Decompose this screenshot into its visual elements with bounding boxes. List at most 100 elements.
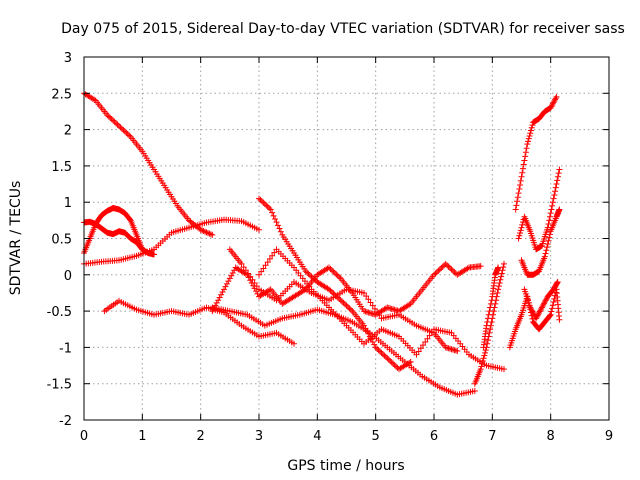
y-tick-label: -1.5 xyxy=(47,378,72,393)
data-point xyxy=(225,278,232,285)
data-point xyxy=(519,169,526,176)
data-point xyxy=(538,304,545,311)
data-point xyxy=(276,225,283,232)
data-point xyxy=(209,231,216,238)
data-point xyxy=(546,217,553,224)
data-point xyxy=(445,263,452,270)
data-point xyxy=(121,128,128,135)
data-point xyxy=(407,358,414,365)
data-point xyxy=(369,302,376,309)
data-point xyxy=(536,309,542,316)
data-point xyxy=(118,125,125,132)
data-point xyxy=(264,259,271,266)
data-point xyxy=(435,267,442,274)
data-point xyxy=(552,184,559,191)
data-point xyxy=(436,266,443,273)
x-tick-label: 0 xyxy=(80,429,88,444)
data-point xyxy=(538,305,545,312)
data-point xyxy=(111,118,118,125)
data-point xyxy=(522,153,529,160)
data-point xyxy=(260,265,267,272)
axis-ticks xyxy=(83,56,610,421)
data-point xyxy=(151,251,157,258)
data-point xyxy=(219,289,226,296)
data-point xyxy=(340,299,347,306)
data-point xyxy=(361,289,367,296)
data-point xyxy=(249,276,256,283)
data-point xyxy=(549,202,556,209)
data-point xyxy=(382,353,389,360)
chart-title: Day 075 of 2015, Sidereal Day-to-day VTE… xyxy=(61,21,625,37)
data-point xyxy=(238,260,245,267)
data-point xyxy=(551,98,558,105)
data-point xyxy=(212,302,219,309)
data-point xyxy=(554,279,561,286)
data-point xyxy=(342,301,349,308)
data-point xyxy=(477,263,484,270)
data-point xyxy=(547,104,554,111)
data-point xyxy=(517,177,524,184)
data-point xyxy=(363,293,370,300)
data-point xyxy=(361,322,367,329)
data-point xyxy=(346,305,353,312)
data-point xyxy=(245,274,252,281)
data-point xyxy=(497,276,504,283)
data-point xyxy=(368,336,375,343)
data-point xyxy=(552,188,559,195)
data-point xyxy=(522,149,529,156)
data-point xyxy=(327,265,334,272)
x-tick-label: 7 xyxy=(488,429,496,444)
data-point xyxy=(548,308,555,315)
data-point xyxy=(328,289,335,296)
data-point xyxy=(375,347,382,354)
y-tick-label: 2.5 xyxy=(51,87,72,102)
data-point xyxy=(527,127,534,134)
data-point xyxy=(344,304,351,311)
series-track-10 xyxy=(256,246,507,373)
data-point xyxy=(108,116,115,123)
data-point xyxy=(516,232,523,239)
data-point xyxy=(553,181,560,188)
data-point xyxy=(258,268,265,275)
series-track-12 xyxy=(480,264,502,351)
data-point xyxy=(365,296,372,303)
data-point xyxy=(543,296,550,303)
x-tick-labels: 0 1 2 3 4 5 6 7 8 9 xyxy=(80,429,613,444)
x-axis-label: GPS time / hours xyxy=(287,458,404,474)
data-point xyxy=(126,216,133,223)
data-point xyxy=(485,311,492,318)
data-point xyxy=(520,161,527,168)
data-point xyxy=(513,202,520,209)
data-point xyxy=(247,273,254,280)
data-point xyxy=(113,120,120,127)
data-point xyxy=(216,294,223,301)
data-point xyxy=(117,124,124,131)
data-point xyxy=(339,298,346,305)
data-point xyxy=(277,228,284,235)
data-point xyxy=(549,100,556,107)
data-point xyxy=(376,312,383,319)
data-point xyxy=(546,213,553,220)
data-point xyxy=(540,301,547,308)
data-point xyxy=(525,138,532,145)
data-point xyxy=(387,358,394,365)
data-point xyxy=(266,287,273,294)
data-point xyxy=(487,326,494,333)
data-point xyxy=(200,228,207,235)
data-point xyxy=(481,352,488,359)
data-point xyxy=(273,219,280,226)
data-point xyxy=(546,234,553,241)
data-point xyxy=(326,264,332,271)
y-tick-label: -1 xyxy=(59,341,72,356)
data-point xyxy=(501,366,507,373)
data-point xyxy=(260,199,267,206)
series-track-17 xyxy=(521,279,561,322)
data-point xyxy=(245,270,252,277)
data-point xyxy=(123,129,130,136)
x-tick-label: 9 xyxy=(605,429,613,444)
x-tick-label: 8 xyxy=(547,429,555,444)
data-point xyxy=(114,121,121,128)
data-point xyxy=(110,117,117,124)
data-point xyxy=(516,186,523,193)
data-point xyxy=(266,255,273,262)
